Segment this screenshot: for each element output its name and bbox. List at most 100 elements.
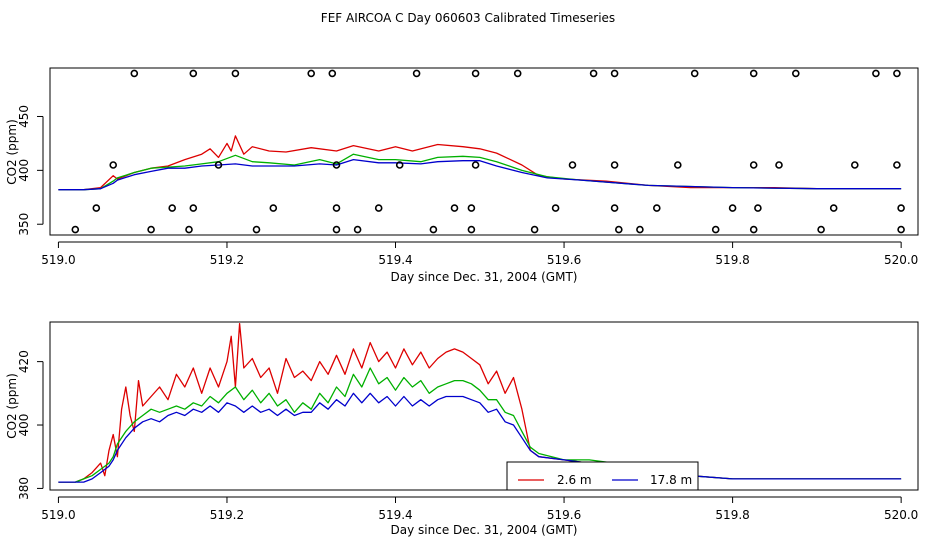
top-series-line-17.8m xyxy=(58,158,902,191)
bottom-panel: 519.0 519.2 519.4 519.6 519.8 520.0 380 400 420… xyxy=(5,321,919,537)
data-marker xyxy=(610,161,619,169)
data-marker xyxy=(130,69,139,78)
top-panel: 519.0 519.2 519.4 519.6 519.8 520.0 350 400 450… xyxy=(5,67,919,284)
data-marker xyxy=(513,69,522,78)
data-marker xyxy=(610,69,619,78)
top-x-tick-label: 519.2 xyxy=(210,253,244,267)
data-marker xyxy=(711,225,720,234)
data-marker xyxy=(749,225,758,234)
data-marker xyxy=(568,161,577,169)
data-marker xyxy=(467,225,476,234)
data-marker xyxy=(429,225,438,234)
bottom-x-tick-label: 519.6 xyxy=(547,508,581,522)
top-x-axis: 519.0 519.2 519.4 519.6 519.8 520.0 xyxy=(41,241,918,267)
data-marker xyxy=(728,204,737,212)
data-marker xyxy=(353,225,362,234)
data-marker xyxy=(307,69,316,78)
data-marker xyxy=(850,161,859,169)
data-marker xyxy=(872,69,880,78)
data-marker xyxy=(332,204,341,212)
top-x-tick-label: 519.0 xyxy=(41,253,75,267)
top-x-tick-label: 519.4 xyxy=(378,253,412,267)
data-marker xyxy=(189,204,198,212)
data-marker xyxy=(530,225,539,234)
data-marker xyxy=(412,69,421,78)
data-marker xyxy=(652,204,661,212)
data-marker xyxy=(214,161,223,169)
data-marker xyxy=(897,225,905,234)
data-marker xyxy=(690,69,699,78)
data-marker xyxy=(775,161,783,169)
data-marker xyxy=(189,69,198,78)
top-plot-frame xyxy=(49,67,919,236)
bottom-plot-frame xyxy=(49,321,919,491)
data-marker xyxy=(168,204,176,212)
legend-box xyxy=(506,461,699,491)
top-y-tick-label: 400 xyxy=(17,159,31,182)
top-y-axis-label: CO2 (ppm) xyxy=(5,119,19,185)
data-marker xyxy=(551,204,560,212)
legend-label-2.6m: 2.6 m xyxy=(557,473,592,487)
data-marker xyxy=(269,204,278,212)
top-y-axis: 350 400 450 xyxy=(17,105,44,236)
data-marker xyxy=(147,225,155,234)
top-x-tick-label: 520.0 xyxy=(884,253,918,267)
data-marker xyxy=(185,225,193,234)
data-marker xyxy=(374,204,383,212)
data-marker xyxy=(109,161,117,169)
data-marker xyxy=(450,204,459,212)
data-marker xyxy=(471,69,480,78)
data-marker xyxy=(332,161,341,169)
bottom-series-group xyxy=(58,322,902,483)
bottom-x-tick-label: 520.0 xyxy=(884,508,918,522)
top-x-tick-label: 519.8 xyxy=(715,253,749,267)
data-marker xyxy=(897,204,905,212)
bottom-y-tick-label: 420 xyxy=(17,350,31,373)
data-marker xyxy=(332,225,341,234)
bottom-series-line-mid xyxy=(58,367,902,483)
bottom-x-axis-label: Day since Dec. 31, 2004 (GMT) xyxy=(391,523,578,537)
data-marker xyxy=(467,204,476,212)
data-marker xyxy=(673,161,682,169)
bottom-x-tick-label: 519.2 xyxy=(210,508,244,522)
data-marker xyxy=(749,161,758,169)
top-series-group xyxy=(58,135,902,191)
data-marker xyxy=(817,225,825,234)
data-marker xyxy=(71,225,80,234)
figure-title: FEF AIRCOA C Day 060603 Calibrated Times… xyxy=(321,11,615,25)
data-marker xyxy=(829,204,838,212)
bottom-x-axis: 519.0 519.2 519.4 519.6 519.8 520.0 xyxy=(41,496,918,522)
top-x-tick-label: 519.6 xyxy=(547,253,581,267)
bottom-x-tick-label: 519.0 xyxy=(41,508,75,522)
bottom-x-tick-label: 519.4 xyxy=(378,508,412,522)
top-y-tick-label: 450 xyxy=(17,105,31,128)
legend-label-17.8m: 17.8 m xyxy=(650,473,692,487)
data-marker xyxy=(328,69,337,78)
top-marker-group xyxy=(71,69,905,234)
bottom-y-axis: 380 400 420 xyxy=(17,350,44,500)
top-x-axis-label: Day since Dec. 31, 2004 (GMT) xyxy=(391,270,578,284)
data-marker xyxy=(614,225,623,234)
top-series-line-2.6m xyxy=(58,135,902,191)
bottom-series-line-2.6m xyxy=(58,322,902,483)
bottom-y-axis-label: CO2 (ppm) xyxy=(5,373,19,439)
data-marker xyxy=(471,161,480,169)
data-marker xyxy=(610,204,619,212)
data-marker xyxy=(252,225,261,234)
data-marker xyxy=(893,161,901,169)
top-y-tick-label: 350 xyxy=(17,213,31,236)
data-marker xyxy=(589,69,598,78)
data-marker xyxy=(749,69,758,78)
data-marker xyxy=(754,204,762,212)
data-marker xyxy=(893,69,901,78)
bottom-y-tick-label: 380 xyxy=(17,477,31,500)
data-marker xyxy=(92,204,101,212)
bottom-x-tick-label: 519.8 xyxy=(715,508,749,522)
data-marker xyxy=(791,69,800,78)
data-marker xyxy=(636,225,644,234)
data-marker xyxy=(231,69,240,78)
data-marker xyxy=(395,161,404,169)
bottom-y-tick-label: 400 xyxy=(17,414,31,437)
legend: 2.6 m 17.8 m xyxy=(506,461,699,491)
